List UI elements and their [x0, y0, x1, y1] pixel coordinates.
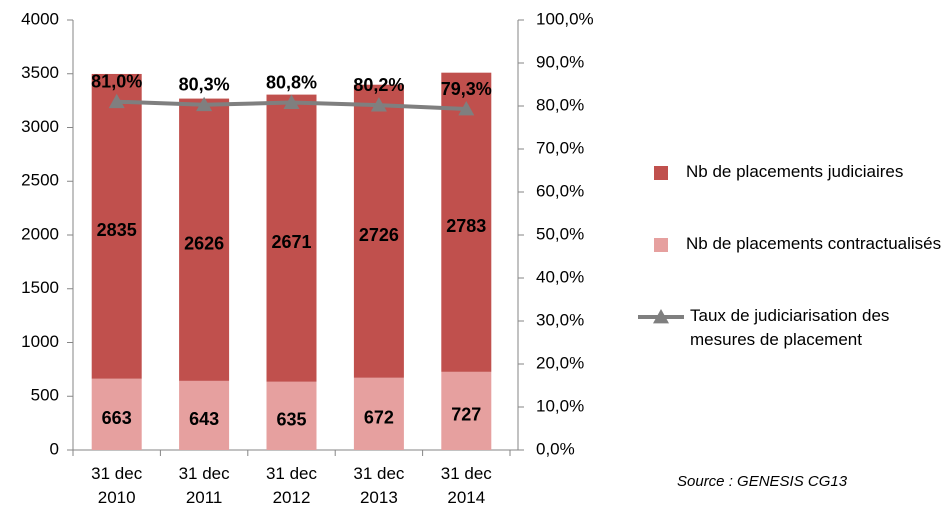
- bar: [179, 380, 230, 450]
- bar-value-label: 2671: [271, 232, 311, 252]
- source-note: Source : GENESIS CG13: [677, 473, 848, 490]
- y2-tick-label: 70,0%: [536, 138, 584, 157]
- legend-swatch: [653, 309, 669, 324]
- bar-value-label: 2835: [97, 220, 137, 240]
- x-tick-label: 31 dec 2010: [91, 464, 143, 507]
- y2-tick-label: 20,0%: [536, 353, 584, 372]
- legend-label: Nb de placements contractualisés: [686, 234, 942, 253]
- bar-value-label: 643: [189, 409, 219, 429]
- line-value-label: 80,3%: [179, 74, 230, 94]
- y-tick-label: 4000: [21, 9, 59, 28]
- bar: [91, 73, 142, 379]
- legend-swatch: [654, 166, 668, 180]
- bar: [441, 72, 492, 372]
- line-marker: [196, 96, 213, 112]
- y-tick-label: 3500: [21, 63, 59, 82]
- y2-tick-label: 30,0%: [536, 310, 584, 329]
- x-tick-label: 31 dec 2012: [265, 464, 318, 507]
- bar: [266, 94, 317, 382]
- bar: [353, 377, 404, 450]
- bar-value-label: 2626: [184, 233, 224, 253]
- bar-value-label: 663: [102, 408, 132, 428]
- bar-value-label: 2726: [359, 225, 399, 245]
- line-marker: [108, 93, 125, 109]
- y2-tick-label: 100,0%: [536, 9, 594, 28]
- line-value-label: 79,3%: [441, 79, 492, 99]
- x-tick-label: 31 dec 2013: [353, 464, 405, 507]
- bar: [91, 378, 142, 450]
- legend-swatch: [654, 238, 668, 252]
- bar: [179, 98, 230, 381]
- y2-tick-label: 60,0%: [536, 181, 584, 200]
- x-tick-label: 31 dec 2014: [440, 464, 492, 507]
- y-tick-label: 2500: [21, 171, 59, 190]
- bar-value-label: 727: [451, 405, 481, 425]
- y-tick-label: 1000: [21, 332, 59, 351]
- y-tick-label: 2000: [21, 224, 59, 243]
- bar-value-label: 635: [276, 410, 306, 430]
- line-marker: [283, 94, 300, 109]
- line-value-label: 80,8%: [266, 72, 317, 92]
- bar: [266, 381, 317, 450]
- bar-value-label: 2783: [446, 216, 486, 236]
- line-value-label: 80,2%: [353, 75, 404, 95]
- y-tick-label: 1500: [21, 278, 59, 297]
- bar-value-label: 672: [364, 408, 394, 428]
- y-tick-label: 500: [31, 386, 59, 405]
- y2-tick-label: 90,0%: [536, 52, 584, 71]
- legend-label: Nb de placements judiciaires: [686, 162, 904, 181]
- bar: [441, 371, 492, 450]
- bar: [353, 84, 404, 378]
- y2-tick-label: 10,0%: [536, 396, 584, 415]
- y2-tick-label: 0,0%: [536, 439, 575, 458]
- y2-tick-label: 50,0%: [536, 224, 584, 243]
- line-marker: [458, 101, 475, 116]
- y-tick-label: 3000: [21, 117, 59, 136]
- y2-tick-label: 40,0%: [536, 267, 584, 286]
- legend-label: Taux de judiciarisation des mesures de p…: [690, 306, 890, 349]
- y-tick-label: 0: [50, 439, 59, 458]
- x-tick-label: 31 dec 2011: [178, 464, 230, 507]
- y2-tick-label: 80,0%: [536, 95, 584, 114]
- line-marker: [370, 97, 387, 112]
- line-value-label: 81,0%: [91, 71, 142, 91]
